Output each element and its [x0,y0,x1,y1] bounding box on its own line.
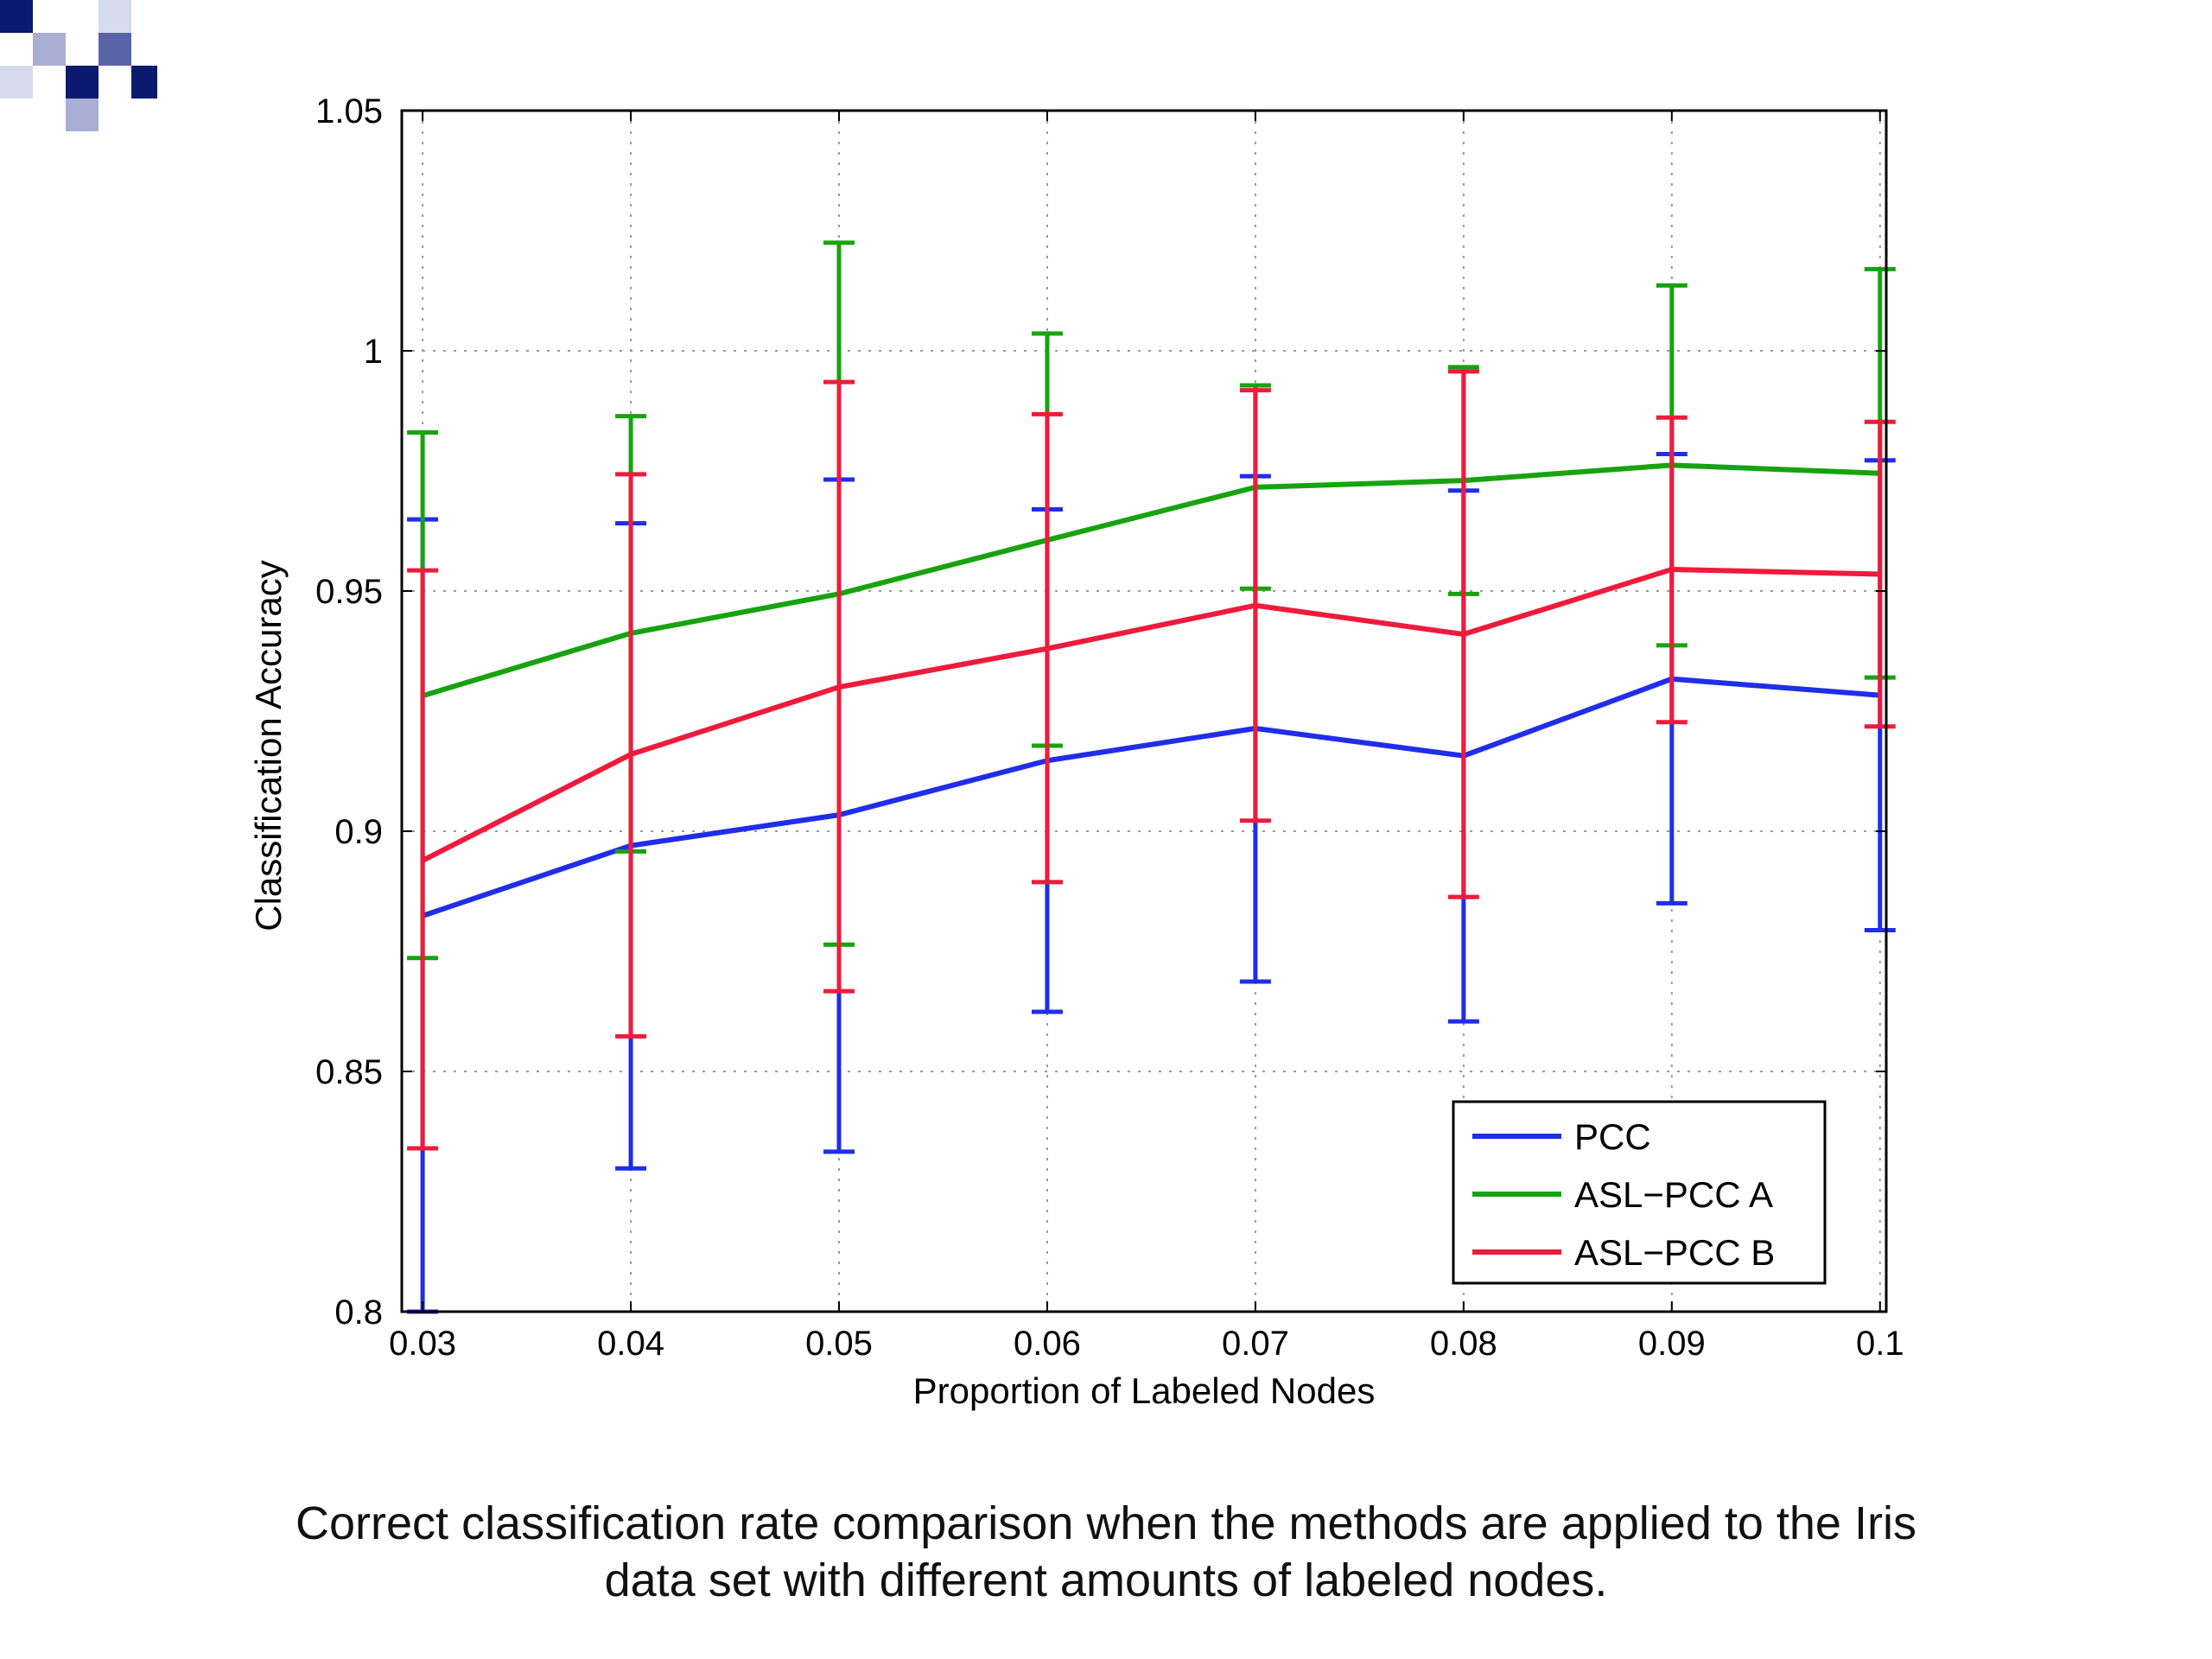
caption-line-1: Correct classification rate comparison w… [296,1497,1916,1549]
x-tick-label: 0.1 [1856,1325,1904,1363]
legend-label: ASL−PCC B [1574,1232,1775,1273]
x-tick-label: 0.05 [805,1325,873,1363]
series-line [421,566,1880,863]
x-tick-label: 0.04 [597,1325,664,1363]
logo-square [99,0,131,33]
logo-square [131,66,157,99]
logo-square [66,99,99,131]
x-tick-label: 0.03 [389,1325,456,1363]
y-tick-label: 1.05 [315,92,383,130]
y-tick-label: 0.9 [334,813,383,851]
line-chart: 0.03 0.04 0.05 0.06 0.07 0.08 0.09 0.1 0.8 0.85 0.… [248,92,1904,1411]
legend-label: ASL−PCC A [1574,1174,1773,1215]
logo-square [33,33,66,66]
checkered-squares-logo-icon [0,0,173,138]
figure-caption: Correct classification rate comparison w… [0,1495,2212,1609]
x-tick-label: 0.06 [1014,1325,1081,1363]
y-tick-label: 0.8 [334,1294,383,1332]
logo-square [0,0,33,33]
x-tick-label: 0.09 [1638,1325,1706,1363]
y-tick-label: 0.85 [315,1053,383,1091]
logo-square [66,66,99,99]
series-line [422,676,1881,918]
caption-line-2: data set with different amounts of label… [604,1554,1608,1606]
logo-square [99,33,131,66]
logo-square [0,66,33,99]
series-layer [407,240,1896,1314]
plot-frame [400,109,1888,1313]
series-line [422,462,1880,699]
chart-legend: PCC ASL−PCC A ASL−PCC B [1452,1100,1827,1285]
x-tick-label: 0.08 [1430,1325,1497,1363]
x-axis-label: Proportion of Labeled Nodes [913,1370,1376,1411]
series-3 [407,369,1896,1151]
legend-label: PCC [1574,1116,1651,1157]
y-tick-label: 1 [364,333,383,371]
y-axis-label: Classification Accuracy [248,560,289,931]
axis-ticks: 0.03 0.04 0.05 0.06 0.07 0.08 0.09 0.1 0.8 0.85 0.… [315,92,1904,1363]
x-tick-label: 0.07 [1222,1325,1289,1363]
y-tick-label: 0.95 [315,573,383,611]
